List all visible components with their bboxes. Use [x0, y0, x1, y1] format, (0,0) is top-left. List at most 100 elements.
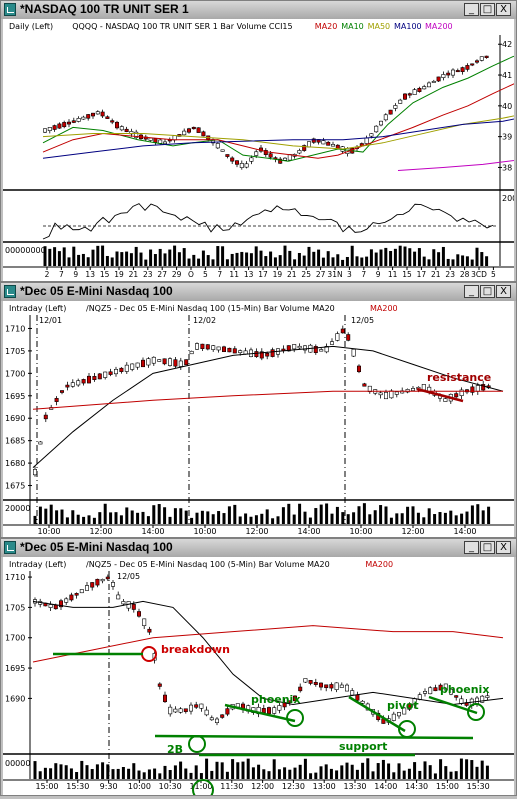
- volume-bar: [444, 766, 448, 779]
- candle-down: [266, 707, 271, 714]
- minimize-button[interactable]: _: [464, 3, 479, 16]
- candle-up: [189, 704, 194, 712]
- candle-down: [436, 76, 441, 82]
- candle-down: [147, 628, 152, 633]
- volume-bar: [130, 510, 134, 524]
- close-button[interactable]: X: [496, 541, 511, 554]
- candle-down: [265, 353, 270, 357]
- header-label: MA200: [425, 22, 453, 31]
- x-tick-label: 19: [114, 270, 124, 279]
- window-titlebar[interactable]: *NASDAQ 100 TR UNIT SER 1 _ □ X: [1, 1, 516, 19]
- volume-bar: [254, 515, 258, 524]
- volume-bar: [87, 515, 91, 524]
- minimize-button[interactable]: _: [464, 285, 479, 298]
- volume-bar: [433, 514, 437, 524]
- candle-up: [378, 392, 383, 396]
- volume-bar: [43, 246, 47, 266]
- candle-down: [86, 114, 91, 119]
- volume-bar: [374, 252, 378, 266]
- volume-bar: [335, 506, 339, 524]
- volume-bar: [80, 760, 84, 779]
- maximize-button[interactable]: □: [480, 3, 495, 16]
- volume-bar: [158, 248, 162, 266]
- volume-bar: [350, 245, 354, 266]
- candle-up: [220, 149, 225, 152]
- daily-chart-area[interactable]: Daily (Left) QQQQ - NASDAQ 100 TR UNIT SE…: [3, 19, 517, 281]
- volume-bar: [86, 257, 90, 266]
- candle-up: [302, 345, 307, 351]
- candle-up: [244, 163, 249, 168]
- candle-up: [428, 687, 433, 695]
- candle-up: [282, 157, 287, 161]
- maximize-button[interactable]: □: [480, 285, 495, 298]
- volume-bar: [62, 247, 66, 266]
- volume-bar: [416, 512, 420, 524]
- y-tick-label: 1695: [5, 392, 25, 401]
- candle-down: [183, 708, 188, 712]
- volume-bar: [352, 512, 356, 524]
- candle-down: [43, 414, 48, 420]
- minimize-button[interactable]: _: [464, 541, 479, 554]
- volume-bar: [144, 259, 148, 266]
- candle-down: [153, 138, 158, 143]
- candle-up: [204, 709, 209, 716]
- volume-bar: [307, 246, 311, 266]
- ma-line-ma50: [42, 114, 517, 150]
- candle-up: [114, 369, 119, 375]
- candle-up: [103, 371, 108, 378]
- intraday-5min-chart-area[interactable]: Intraday (Left) /NQZ5 - Dec 05 E-Mini Nas…: [3, 557, 514, 799]
- candle-down: [254, 351, 259, 358]
- volume-bar: [168, 770, 172, 779]
- volume-label: 00000000: [5, 246, 46, 255]
- ma-line-ma20: [42, 81, 517, 159]
- volume-bar: [190, 517, 194, 524]
- volume-bar: [411, 506, 415, 524]
- volume-bar: [199, 773, 203, 779]
- x-tick-label: 13:30: [343, 782, 366, 791]
- candle-up: [135, 362, 140, 368]
- y-tick-label: 1675: [5, 482, 25, 491]
- candle-down: [90, 582, 95, 588]
- candle-up: [324, 346, 329, 353]
- volume-bar: [260, 513, 264, 524]
- volume-bar: [71, 510, 75, 524]
- volume-bar: [312, 251, 316, 266]
- candle-up: [350, 690, 355, 696]
- volume-bar: [43, 767, 47, 779]
- candle-up: [369, 133, 374, 137]
- candle-down: [205, 344, 210, 350]
- window-titlebar[interactable]: *Dec 05 E-Mini Nasdaq 100 _ □ X: [1, 539, 516, 557]
- candle-down: [108, 371, 113, 375]
- volume-bar: [355, 256, 359, 266]
- candle-up: [38, 441, 43, 445]
- intraday-15min-chart-area[interactable]: Intraday (Left) /NQZ5 - Dec 05 E-Mini Nas…: [3, 301, 514, 537]
- candle-up: [443, 683, 448, 691]
- window-titlebar[interactable]: *Dec 05 E-Mini Nasdaq 100 _ □ X: [1, 283, 516, 301]
- candle-up: [412, 89, 417, 95]
- candle-down: [355, 694, 360, 701]
- candle-up: [475, 385, 480, 392]
- x-tick-label: 14:00: [141, 527, 164, 536]
- volume-bar: [345, 762, 349, 779]
- candle-down: [162, 358, 167, 365]
- volume-bar: [379, 505, 383, 524]
- volume-bar: [55, 510, 59, 524]
- x-tick-label: 2: [45, 270, 50, 279]
- candle-up: [480, 695, 485, 703]
- volume-bar: [288, 250, 292, 266]
- maximize-button[interactable]: □: [480, 541, 495, 554]
- volume-bar: [456, 254, 460, 266]
- candle-down: [67, 121, 72, 125]
- candle-up: [405, 389, 410, 393]
- volume-bar: [330, 513, 334, 524]
- close-button[interactable]: X: [496, 285, 511, 298]
- candle-down: [157, 683, 162, 687]
- volume-bar: [373, 510, 377, 524]
- volume-bar: [231, 759, 235, 779]
- candle-up: [319, 349, 324, 352]
- volume-bar: [221, 246, 225, 266]
- volume-bar: [345, 256, 349, 266]
- x-tick-label: 21: [129, 270, 139, 279]
- volume-bar: [200, 510, 204, 524]
- close-button[interactable]: X: [496, 3, 511, 16]
